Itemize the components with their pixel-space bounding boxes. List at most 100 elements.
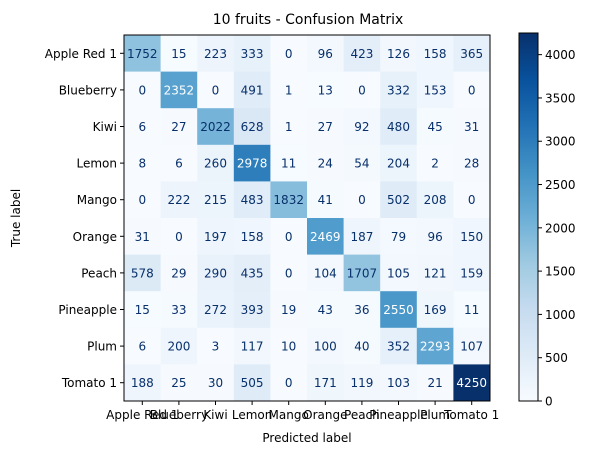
cell-value-label: 159	[460, 266, 483, 280]
x-axis-label: Predicted label	[262, 431, 351, 445]
cell-value-label: 188	[131, 376, 154, 390]
heatmap-cell	[416, 108, 454, 146]
cell-value-label: 96	[318, 47, 333, 61]
heatmap-cell	[453, 35, 491, 73]
y-tick-label: Apple Red 1	[45, 47, 117, 61]
cell-value-label: 21	[427, 376, 442, 390]
x-tick-label: Tomato 1	[443, 408, 499, 422]
cell-value-label: 423	[350, 47, 373, 61]
cell-value-label: 0	[285, 47, 293, 61]
cell-value-label: 0	[358, 83, 366, 97]
heatmap-cell	[124, 218, 162, 256]
cell-value-label: 578	[131, 266, 154, 280]
cell-value-label: 0	[285, 376, 293, 390]
heatmap-cell	[380, 108, 418, 146]
heatmap-cell	[270, 364, 308, 402]
x-tick-label: Mango	[269, 408, 309, 422]
cell-value-label: 45	[427, 120, 442, 134]
heatmap-cell	[380, 35, 418, 73]
heatmap-cell	[197, 144, 235, 182]
cell-value-label: 0	[175, 230, 183, 244]
heatmap-cell	[270, 35, 308, 73]
cell-value-label: 332	[387, 83, 410, 97]
cell-value-label: 290	[204, 266, 227, 280]
heatmap-cell	[124, 364, 162, 402]
cell-value-label: 15	[135, 303, 150, 317]
heatmap-cell	[160, 144, 198, 182]
cell-value-label: 6	[138, 340, 146, 354]
heatmap-cell	[124, 108, 162, 146]
heatmap-cell	[160, 364, 198, 402]
cell-value-label: 223	[204, 47, 227, 61]
x-tick-label: Kiwi	[203, 408, 227, 422]
heatmap-cell	[416, 144, 454, 182]
colorbar-tick-label: 500	[545, 351, 568, 365]
cell-value-label: 31	[135, 230, 150, 244]
heatmap-cell	[124, 144, 162, 182]
cell-value-label: 27	[171, 120, 186, 134]
colorbar-tick-label: 3000	[545, 135, 576, 149]
heatmap-cell	[160, 327, 198, 365]
heatmap-cell	[343, 35, 381, 73]
cell-value-label: 24	[318, 157, 333, 171]
heatmap-cell	[416, 364, 454, 402]
y-tick-label: Plum	[87, 340, 117, 354]
cell-value-label: 222	[167, 193, 190, 207]
x-tick-label: Peach	[344, 408, 380, 422]
cell-value-label: 483	[241, 193, 264, 207]
heatmap-cell	[270, 181, 308, 219]
heatmap-cell	[233, 254, 271, 292]
y-axis-label: True label	[9, 189, 23, 248]
heatmap-cell	[124, 291, 162, 329]
cell-value-label: 208	[424, 193, 447, 207]
heatmap-cell	[343, 291, 381, 329]
heatmap-cell	[343, 181, 381, 219]
heatmap-cell	[453, 218, 491, 256]
heatmap-cell	[270, 71, 308, 109]
heatmap-cell	[416, 181, 454, 219]
cell-value-label: 204	[387, 157, 410, 171]
cell-value-label: 31	[464, 120, 479, 134]
heatmap-cell	[380, 291, 418, 329]
x-tick-label: Blueberry	[150, 408, 208, 422]
heatmap-cell	[233, 291, 271, 329]
heatmap-cell	[124, 35, 162, 73]
colorbar-tick-label: 0	[545, 395, 553, 409]
cell-value-label: 2978	[237, 157, 268, 171]
heatmap-cell	[270, 291, 308, 329]
heatmap-cell	[343, 108, 381, 146]
heatmap-cell	[343, 144, 381, 182]
cell-value-label: 40	[354, 340, 369, 354]
cell-value-label: 96	[427, 230, 442, 244]
heatmap-cell	[160, 181, 198, 219]
heatmap-cell	[453, 291, 491, 329]
x-tick-label: Apple Red 1	[106, 408, 178, 422]
y-tick-label: Lemon	[77, 157, 118, 171]
cell-value-label: 260	[204, 157, 227, 171]
cell-value-label: 505	[241, 376, 264, 390]
y-tick-label: Mango	[77, 193, 117, 207]
heatmap-cell	[307, 35, 345, 73]
cell-value-label: 54	[354, 157, 369, 171]
heatmap-cell	[307, 71, 345, 109]
heatmap-cell	[307, 108, 345, 146]
cell-value-label: 215	[204, 193, 227, 207]
heatmap-cell	[416, 291, 454, 329]
heatmap-cell	[160, 218, 198, 256]
cell-value-label: 1832	[273, 193, 304, 207]
cell-value-label: 491	[241, 83, 264, 97]
heatmap-cell	[160, 35, 198, 73]
heatmap-cell	[343, 71, 381, 109]
cell-value-label: 105	[387, 266, 410, 280]
cell-value-label: 0	[358, 193, 366, 207]
cell-value-label: 15	[171, 47, 186, 61]
heatmap-cell	[343, 364, 381, 402]
cell-value-label: 158	[241, 230, 264, 244]
heatmap-cell	[197, 364, 235, 402]
cell-value-label: 27	[318, 120, 333, 134]
cell-value-label: 187	[350, 230, 373, 244]
cell-value-label: 11	[281, 157, 296, 171]
cell-value-label: 41	[318, 193, 333, 207]
cell-value-label: 502	[387, 193, 410, 207]
